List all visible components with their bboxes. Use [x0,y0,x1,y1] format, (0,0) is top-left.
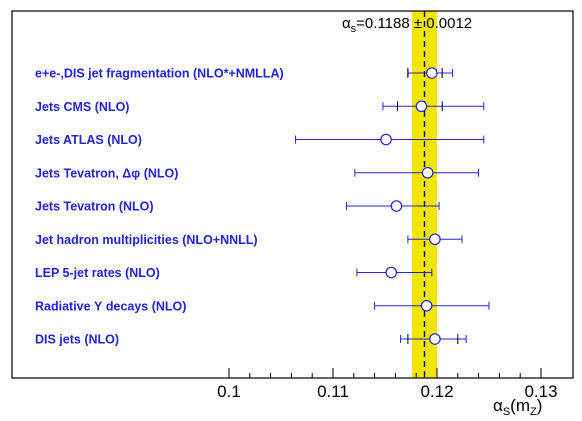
central-value-marker [420,299,433,312]
plot-frame [11,10,574,379]
x-title-paren: (m [510,396,530,415]
x-axis: 0.1 0.11 0.12 0.13 [217,368,558,401]
central-value-marker [390,200,403,212]
x-tick-label: 0.1 [217,382,241,401]
measurement-label: Jets Tevatron (NLO) [35,200,154,214]
measurement-point [400,333,467,345]
measurement-labels: e+e-,DIS jet fragmentation (NLO*+NMLLA) J… [35,67,284,347]
x-tick-label: 0.13 [524,382,557,401]
measurement-point [407,67,454,79]
x-axis-title: αS(mZ) [493,396,542,418]
measurement-point [346,200,440,212]
measurement-label: Jets Tevatron, Δφ (NLO) [35,166,178,180]
measurement-label: Radiative Υ decays (NLO) [35,299,186,313]
x-tick-label: 0.12 [420,382,453,401]
measurement-point [382,100,485,113]
x-title-subscript: S [503,406,510,418]
plot-border [11,10,574,379]
measurement-point [356,266,433,279]
x-title-paren-close: ) [537,396,543,415]
world-average-subscript: s [351,23,357,35]
world-average-symbol: α [342,15,351,32]
measurement-label: Jets CMS (NLO) [35,100,129,114]
x-title-symbol: α [493,396,503,415]
central-value-marker [429,233,441,246]
measurement-label: LEP 5-jet rates (NLO) [35,266,160,280]
measurement-point [374,299,490,312]
world-average-value: =0.1188 ± 0.0012 [356,15,472,32]
world-average-label: αs=0.1188 ± 0.0012 [342,15,472,35]
x-tick-label: 0.11 [317,382,349,401]
x-title-subscript-z: Z [530,406,537,418]
measurement-label: Jet hadron multiplicities (NLO+NNLL) [35,233,258,247]
measurement-label: Jets ATLAS (NLO) [35,133,142,147]
measurement-label: e+e-,DIS jet fragmentation (NLO*+NMLLA) [35,67,284,81]
measurement-label: DIS jets (NLO) [35,333,119,347]
measurement-point [354,166,480,179]
central-value-marker [429,333,441,345]
central-value-marker [415,100,428,113]
central-value-marker [421,166,434,179]
central-value-marker [425,67,438,79]
central-value-marker [380,133,392,146]
measurement-point [407,233,463,246]
measurement-point [295,133,485,146]
world-average-band-layer [412,11,437,378]
measurements [295,67,490,345]
central-value-marker [385,266,398,279]
